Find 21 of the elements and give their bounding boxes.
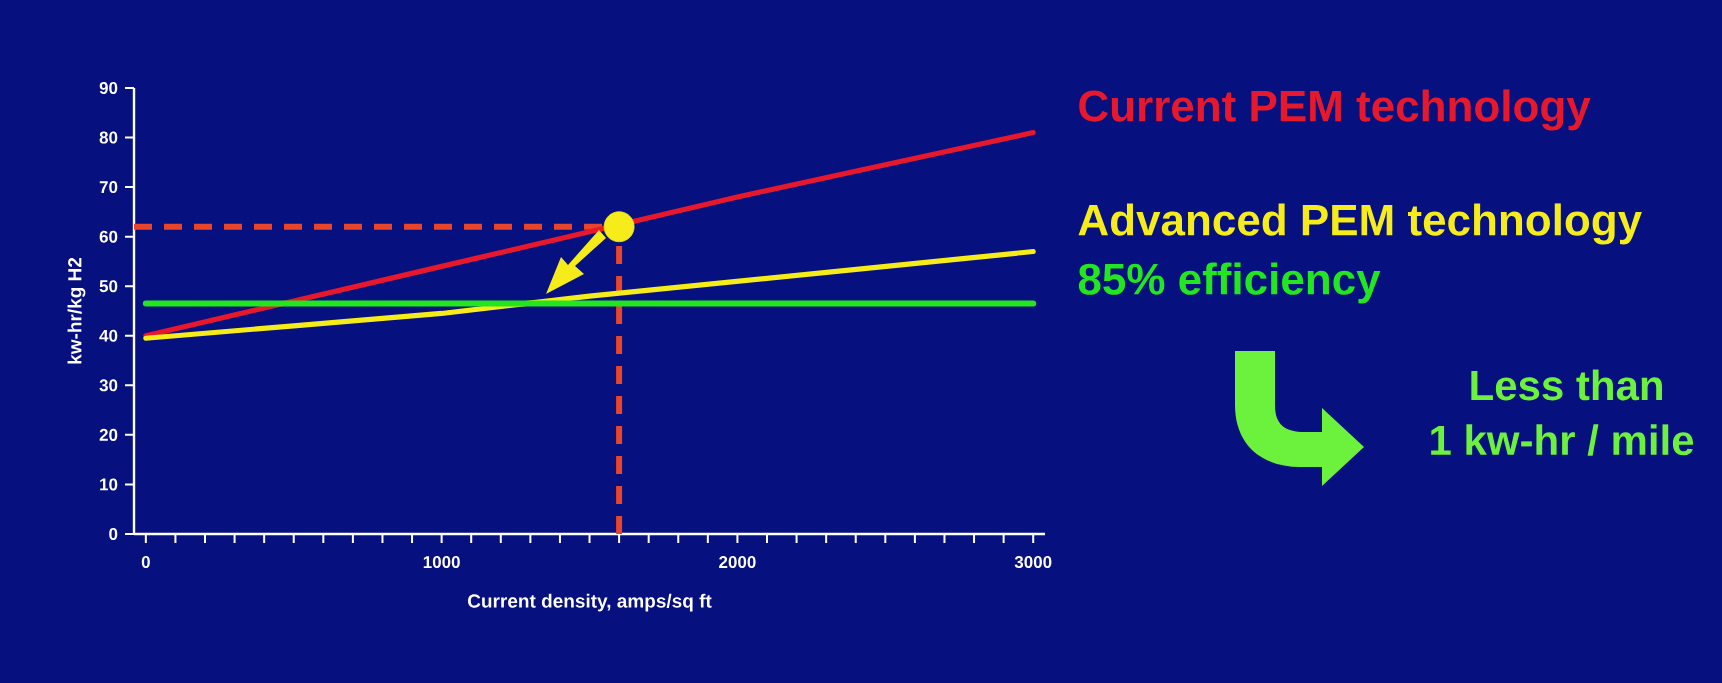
y-tick-label: 90 — [99, 81, 118, 94]
x-tick-label: 1000 — [423, 556, 460, 569]
y-tick-label: 30 — [99, 379, 118, 392]
y-tick-label: 70 — [99, 181, 118, 194]
y-tick-label: 10 — [100, 478, 118, 491]
series-label: 85% efficiency — [1078, 262, 1381, 304]
y-axis-title: kw-hr/kg H2 — [67, 257, 86, 364]
y-tick-label: 80 — [99, 131, 118, 144]
text: Less than — [1471, 369, 1662, 401]
x-tick-label: 0 — [141, 556, 150, 569]
x-tick-label: 2000 — [719, 556, 756, 569]
y-tick-label: 60 — [99, 230, 118, 243]
y-tick-label: 20 — [99, 428, 118, 441]
series-label: Current PEM technology — [1079, 89, 1591, 131]
y-tick-label: 0 — [109, 527, 118, 540]
y-tick-label: 50 — [99, 280, 118, 293]
y-tick-label: 40 — [99, 329, 118, 342]
series-label: Advanced PEM technology — [1078, 203, 1642, 245]
text: 1 kw-hr / mile — [1431, 424, 1694, 456]
x-axis-title: Current density, amps/sq ft — [468, 593, 712, 612]
x-tick-label: 3000 — [1014, 556, 1052, 569]
